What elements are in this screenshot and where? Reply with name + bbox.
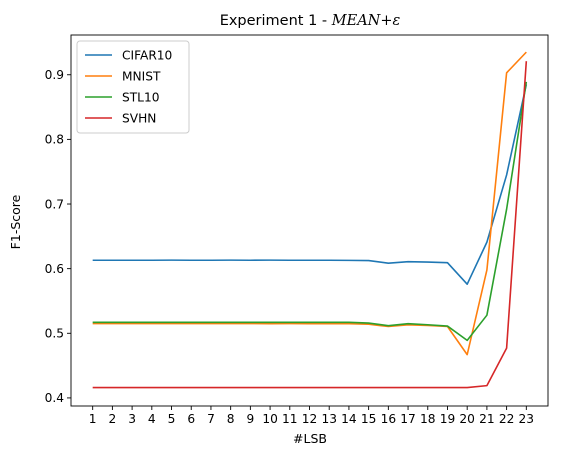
x-tick-label: 12 bbox=[302, 412, 318, 426]
x-tick-label: 2 bbox=[109, 412, 117, 426]
series-line-mnist bbox=[92, 51, 527, 356]
x-tick-label: 11 bbox=[282, 412, 298, 426]
chart-title: Experiment 1 - MEAN+ε bbox=[220, 13, 401, 29]
x-tick-label: 9 bbox=[246, 412, 254, 426]
plot-area: 1 2 3 4 5 6 7 8 9 10 11 12 13 14 15 16 17 18 19 20 21 22 230.4… bbox=[45, 34, 549, 426]
chart-title-math: MEAN+ε bbox=[331, 13, 401, 29]
y-tick-label: 0.4 bbox=[45, 391, 65, 405]
legend-box bbox=[76, 40, 190, 134]
series-line-stl10 bbox=[92, 81, 528, 342]
x-tick-label: 7 bbox=[207, 412, 215, 426]
x-tick-label: 8 bbox=[227, 412, 235, 426]
x-tick-label: 18 bbox=[420, 412, 436, 426]
y-tick-label: 0.6 bbox=[45, 262, 64, 276]
x-tick-label: 5 bbox=[168, 412, 176, 426]
x-tick-label: 17 bbox=[400, 412, 416, 426]
legend-label: MNIST bbox=[122, 70, 161, 84]
x-tick-label: 10 bbox=[262, 412, 278, 426]
y-tick-label: 0.7 bbox=[45, 197, 64, 211]
legend-label: STL10 bbox=[122, 91, 159, 105]
x-tick-label: 3 bbox=[128, 412, 136, 426]
chart-title-text: Experiment 1 - bbox=[220, 13, 332, 29]
x-tick-label: 23 bbox=[519, 412, 535, 426]
x-tick-label: 6 bbox=[187, 412, 195, 426]
x-tick-label: 1 bbox=[89, 412, 97, 426]
x-tick-label: 21 bbox=[479, 412, 495, 426]
x-tick-label: 13 bbox=[321, 412, 337, 426]
x-tick-label: 4 bbox=[148, 412, 156, 426]
x-tick-label: 15 bbox=[361, 412, 377, 426]
legend-label: CIFAR10 bbox=[122, 49, 172, 63]
x-tick-label: 20 bbox=[459, 412, 475, 426]
y-tick-label: 0.9 bbox=[45, 68, 64, 82]
y-tick-label: 0.5 bbox=[45, 327, 64, 341]
x-tick-label: 19 bbox=[440, 412, 456, 426]
series-line-cifar10 bbox=[92, 84, 528, 285]
y-axis-label: F1-Score bbox=[8, 194, 23, 249]
y-tick-label: 0.8 bbox=[45, 133, 64, 147]
x-tick-label: 22 bbox=[499, 412, 515, 426]
legend-label: SVHN bbox=[122, 112, 156, 126]
x-tick-label: 14 bbox=[341, 412, 357, 426]
x-axis-label: #LSB bbox=[293, 431, 327, 446]
series-line-svhn bbox=[92, 61, 528, 389]
x-tick-label: 16 bbox=[381, 412, 397, 426]
